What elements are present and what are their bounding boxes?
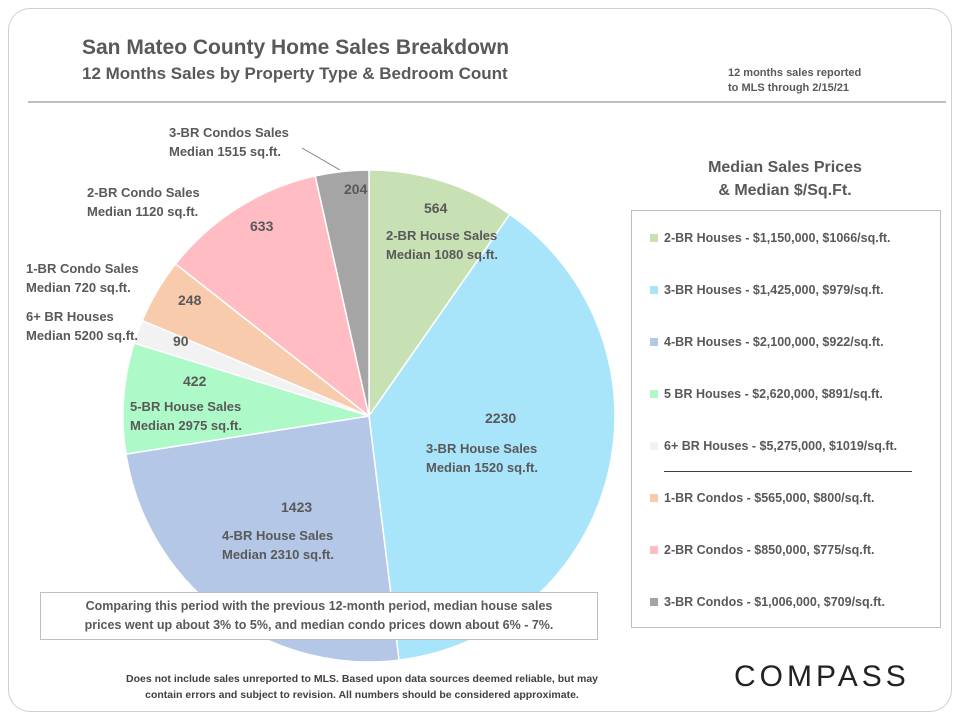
slice-value-label: 422 xyxy=(183,373,207,389)
legend-title: Median Sales Prices & Median $/Sq.Ft. xyxy=(630,156,940,202)
slice-value-label: 1423 xyxy=(281,499,312,515)
disclaimer-line1: Does not include sales unreported to MLS… xyxy=(125,673,599,685)
legend-divider xyxy=(664,471,912,472)
pie-slice-5-br-house-sales xyxy=(122,342,370,455)
legend-swatch xyxy=(650,494,658,502)
disclaimer-line2: contain errors and subject to revision. … xyxy=(145,688,579,701)
legend-swatch xyxy=(650,442,658,450)
slice-category-label: 3-BR Condos Sales xyxy=(169,125,289,140)
slice-category-label: 4-BR House Sales xyxy=(222,528,333,543)
legend-label: 1-BR Condos - $565,000, $800/sq.ft. xyxy=(664,491,875,505)
legend-swatch xyxy=(650,338,658,346)
legend-item-3br-houses: 3-BR Houses - $1,425,000, $979/sq.ft. xyxy=(650,280,884,300)
legend-label: 4-BR Houses - $2,100,000, $922/sq.ft. xyxy=(664,335,884,349)
slice-category-label: 2-BR Condo Sales xyxy=(87,185,200,200)
legend-title-line2: & Median $/Sq.Ft. xyxy=(718,182,852,200)
legend-item-2br-condos: 2-BR Condos - $850,000, $775/sq.ft. xyxy=(650,540,875,560)
slice-category-label: 6+ BR Houses xyxy=(26,309,114,324)
comparison-note: Comparing this period with the previous … xyxy=(40,592,598,640)
report-note: 12 months sales reported to MLS through … xyxy=(728,66,908,97)
legend-item-1br-condos: 1-BR Condos - $565,000, $800/sq.ft. xyxy=(650,488,875,508)
compass-logo: COMPASS xyxy=(734,660,910,693)
slice-category-label: 1-BR Condo Sales xyxy=(26,261,139,276)
legend-item-5br-houses: 5 BR Houses - $2,620,000, $891/sq.ft. xyxy=(650,384,883,404)
slice-value-label: 564 xyxy=(424,200,448,216)
pie-slice-2-br-condo-sales xyxy=(174,175,371,418)
pie-slice-2-br-house-sales xyxy=(368,169,511,419)
legend-title-line1: Median Sales Prices xyxy=(708,159,862,176)
legend-swatch xyxy=(650,286,658,294)
slice-category-label: 5-BR House Sales xyxy=(130,399,241,414)
chart-subtitle: 12 Months Sales by Property Type & Bedro… xyxy=(82,64,508,83)
slice-median-label: Median 2975 sq.ft. xyxy=(130,418,242,433)
slice-category-label: 2-BR House Sales xyxy=(386,228,497,243)
slice-category-label: 3-BR House Sales xyxy=(426,441,537,456)
slice-value-label: 633 xyxy=(250,218,274,234)
legend-item-3br-condos: 3-BR Condos - $1,006,000, $709/sq.ft. xyxy=(650,592,885,612)
legend-label: 5 BR Houses - $2,620,000, $891/sq.ft. xyxy=(664,387,883,401)
slice-value-label: 90 xyxy=(173,333,189,349)
legend-label: 2-BR Condos - $850,000, $775/sq.ft. xyxy=(664,543,875,557)
slice-value-label: 248 xyxy=(178,292,202,308)
legend-item-6br-houses: 6+ BR Houses - $5,275,000, $1019/sq.ft. xyxy=(650,436,897,456)
report-note-line1: 12 months sales reported xyxy=(728,67,862,79)
header-divider xyxy=(28,101,946,103)
slice-median-label: Median 1120 sq.ft. xyxy=(87,204,198,219)
pie-slice-3-br-condos-sales xyxy=(314,169,370,417)
slice-median-label: Median 720 sq.ft. xyxy=(26,280,131,295)
disclaimer: Does not include sales unreported to MLS… xyxy=(92,672,632,704)
legend-label: 2-BR Houses - $1,150,000, $1066/sq.ft. xyxy=(664,231,891,245)
legend: 2-BR Houses - $1,150,000, $1066/sq.ft. 3… xyxy=(631,210,941,628)
callout-leader-line xyxy=(301,147,341,171)
legend-swatch xyxy=(650,234,658,242)
legend-item-4br-houses: 4-BR Houses - $2,100,000, $922/sq.ft. xyxy=(650,332,884,352)
slice-median-label: Median 1515 sq.ft. xyxy=(169,144,281,159)
legend-swatch xyxy=(650,598,658,606)
chart-title: San Mateo County Home Sales Breakdown xyxy=(82,36,510,59)
legend-label: 3-BR Condos - $1,006,000, $709/sq.ft. xyxy=(664,595,885,609)
comparison-line2: prices went up about 3% to 5%, and media… xyxy=(84,618,554,633)
slice-value-label: 2230 xyxy=(485,410,516,426)
legend-swatch xyxy=(650,390,658,398)
legend-item-2br-houses: 2-BR Houses - $1,150,000, $1066/sq.ft. xyxy=(650,228,891,248)
slice-median-label: Median 1080 sq.ft. xyxy=(386,247,498,262)
legend-label: 3-BR Houses - $1,425,000, $979/sq.ft. xyxy=(664,283,884,297)
report-note-line2: to MLS through 2/15/21 xyxy=(728,82,850,95)
legend-label: 6+ BR Houses - $5,275,000, $1019/sq.ft. xyxy=(664,439,898,453)
comparison-line1: Comparing this period with the previous … xyxy=(85,599,553,613)
slice-value-label: 204 xyxy=(344,181,368,197)
slice-median-label: Median 2310 sq.ft. xyxy=(222,547,334,562)
legend-swatch xyxy=(650,546,658,554)
slice-median-label: Median 5200 sq.ft. xyxy=(26,328,138,343)
slice-median-label: Median 1520 sq.ft. xyxy=(426,460,538,475)
